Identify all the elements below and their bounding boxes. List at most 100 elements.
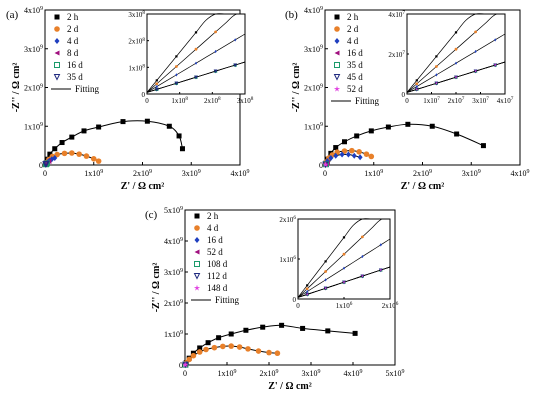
inset-point: [305, 287, 309, 291]
x-tick-label: 4x109: [231, 169, 250, 178]
inset-point: [435, 73, 438, 77]
legend-entry: Fitting: [355, 96, 380, 106]
legend-marker: [334, 38, 340, 44]
inset-x-tick-label: 1x107: [423, 96, 440, 105]
data-point: [76, 151, 82, 157]
legend-entry: 16 d: [347, 48, 363, 58]
y-tick-label: 3x109: [24, 45, 43, 54]
data-point: [274, 350, 281, 357]
legend-marker: [194, 261, 200, 267]
inset-point: [155, 82, 159, 86]
x-axis-label: Z' / Ω cm²: [401, 181, 445, 192]
legend-entry: 4 d: [347, 36, 359, 46]
inset-y-tick-label: 1x108: [128, 64, 145, 73]
data-point: [342, 139, 347, 145]
legend-marker: [54, 62, 60, 68]
legend-marker: [54, 14, 60, 20]
inset-x-tick-label: 2x108: [204, 96, 221, 105]
inset-point: [306, 289, 309, 294]
inset-point: [323, 286, 328, 290]
data-point: [351, 152, 357, 159]
inset-point: [474, 30, 477, 34]
data-point: [186, 356, 192, 363]
legend-entry: 2 h: [347, 12, 359, 22]
inset-point: [361, 235, 364, 239]
inset-point: [415, 79, 418, 82]
legend-marker: [194, 213, 200, 219]
series-148d: [182, 361, 189, 368]
y-tick-label: 0: [39, 161, 43, 170]
y-axis-label: -Z'' / Ω cm²: [11, 63, 22, 113]
inset-y-tick-label: 2x108: [128, 37, 145, 46]
legend-marker: [194, 249, 200, 255]
inset-point: [194, 31, 198, 34]
inset-point: [175, 73, 178, 77]
data-point: [166, 123, 172, 129]
data-point: [52, 146, 58, 152]
inset-frame: [406, 13, 506, 95]
inset-point: [360, 274, 365, 278]
legend-marker: [193, 273, 201, 280]
legend-entry: 8 d: [67, 48, 79, 58]
inset-point: [342, 280, 346, 284]
data-point: [405, 121, 411, 127]
legend-marker: [54, 38, 60, 44]
data-point: [328, 155, 334, 162]
data-point: [228, 331, 234, 337]
legend-entry: 2 h: [67, 12, 79, 22]
legend-entry: 52 d: [207, 247, 223, 257]
legend: 2 h 4 d 16 d 52 d 108 d 112 d 148 d Fitting: [191, 211, 240, 305]
y-tick-label: 4x109: [164, 237, 183, 246]
legend-marker: [54, 26, 60, 32]
data-point: [61, 150, 68, 157]
y-axis-label: -Z'' / Ω cm²: [151, 263, 162, 313]
y-tick-label: 1x109: [304, 122, 323, 131]
data-point: [69, 150, 75, 156]
inset-y-tick-label: 0: [402, 91, 406, 99]
legend-entry: 16 d: [207, 235, 223, 245]
legend-marker: [334, 14, 340, 20]
inset-point: [175, 55, 178, 58]
legend-entry: 16 d: [67, 60, 83, 70]
inset-point: [454, 31, 458, 34]
inset-point: [435, 65, 438, 68]
data-point: [182, 361, 189, 368]
y-tick-label: 1x109: [164, 330, 183, 339]
y-tick-label: 2x109: [24, 83, 43, 92]
inset-point: [454, 75, 458, 79]
data-point: [228, 343, 234, 349]
legend: 2 h 2 d 4 d 8 d 16 d 35 d Fitting: [51, 12, 100, 94]
data-point: [385, 124, 391, 130]
data-point: [236, 344, 243, 350]
legend: 2 h 2 d 4 d 16 d 35 d 45 d 52 d Fitting: [331, 12, 380, 106]
data-point: [83, 153, 90, 159]
inset-point: [174, 81, 179, 86]
inset-point: [379, 243, 382, 247]
inset-point: [214, 30, 218, 34]
inset-point: [155, 79, 158, 82]
data-point: [368, 153, 375, 160]
inset-point: [342, 266, 346, 270]
series-2h: [43, 118, 185, 166]
data-point: [43, 160, 50, 168]
data-point: [356, 149, 362, 155]
inset-point: [324, 270, 327, 273]
inset-point: [415, 84, 418, 89]
data-point: [120, 119, 126, 125]
x-axis-label: Z' / Ω cm²: [268, 381, 312, 392]
data-point: [341, 148, 348, 154]
data-point: [454, 131, 460, 137]
data-point: [255, 348, 262, 354]
inset-y-tick-label: 4x107: [388, 10, 405, 19]
legend-entry: 52 d: [347, 84, 363, 94]
data-point: [480, 143, 486, 149]
data-point: [190, 352, 197, 359]
legend-entry: 108 d: [207, 259, 228, 269]
inset-point: [234, 38, 237, 42]
data-point: [300, 325, 306, 331]
x-tick-label: 0: [323, 169, 327, 178]
data-point: [260, 324, 266, 330]
legend-entry: 2 d: [67, 24, 79, 34]
data-point: [333, 145, 339, 151]
inset-point: [415, 82, 419, 86]
